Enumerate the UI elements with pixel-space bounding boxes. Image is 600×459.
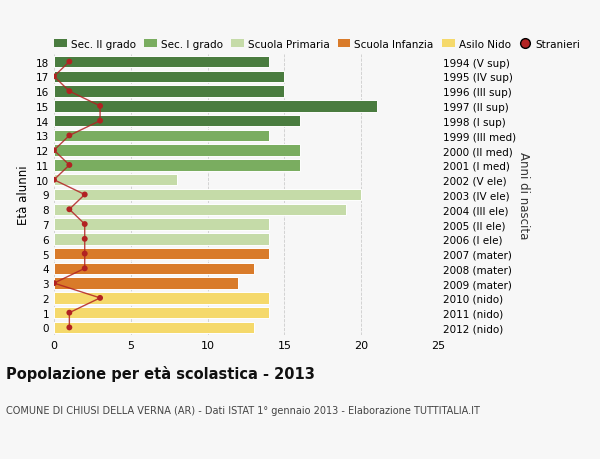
Bar: [54, 189, 361, 201]
Point: [65, 206, 74, 213]
Point: [49, 280, 59, 287]
Bar: [54, 292, 269, 304]
Bar: [54, 57, 269, 68]
Bar: [54, 72, 284, 83]
Bar: [54, 234, 269, 245]
Bar: [54, 278, 238, 289]
Point: [80, 250, 89, 257]
Text: COMUNE DI CHIUSI DELLA VERNA (AR) - Dati ISTAT 1° gennaio 2013 - Elaborazione TU: COMUNE DI CHIUSI DELLA VERNA (AR) - Dati…: [6, 405, 480, 415]
Bar: [54, 130, 269, 142]
Bar: [54, 204, 346, 216]
Point: [65, 59, 74, 66]
Bar: [54, 307, 269, 319]
Y-axis label: Età alunni: Età alunni: [17, 165, 31, 225]
Point: [65, 88, 74, 95]
Point: [80, 221, 89, 228]
Point: [65, 162, 74, 169]
Bar: [54, 248, 269, 260]
Point: [95, 103, 105, 110]
Text: Popolazione per età scolastica - 2013: Popolazione per età scolastica - 2013: [6, 366, 315, 382]
Point: [65, 324, 74, 331]
Bar: [54, 263, 254, 274]
Legend: Sec. II grado, Sec. I grado, Scuola Primaria, Scuola Infanzia, Asilo Nido, Stran: Sec. II grado, Sec. I grado, Scuola Prim…: [54, 39, 581, 50]
Point: [95, 295, 105, 302]
Bar: [54, 160, 300, 171]
Bar: [54, 86, 284, 98]
Point: [80, 235, 89, 243]
Point: [49, 177, 59, 184]
Point: [95, 118, 105, 125]
Point: [49, 147, 59, 155]
Point: [65, 133, 74, 140]
Point: [80, 265, 89, 273]
Bar: [54, 322, 254, 333]
Bar: [54, 174, 177, 186]
Point: [49, 73, 59, 81]
Bar: [54, 145, 300, 157]
Point: [80, 191, 89, 199]
Y-axis label: Anni di nascita: Anni di nascita: [517, 151, 530, 239]
Bar: [54, 116, 300, 127]
Bar: [54, 219, 269, 230]
Point: [65, 309, 74, 317]
Bar: [54, 101, 377, 112]
